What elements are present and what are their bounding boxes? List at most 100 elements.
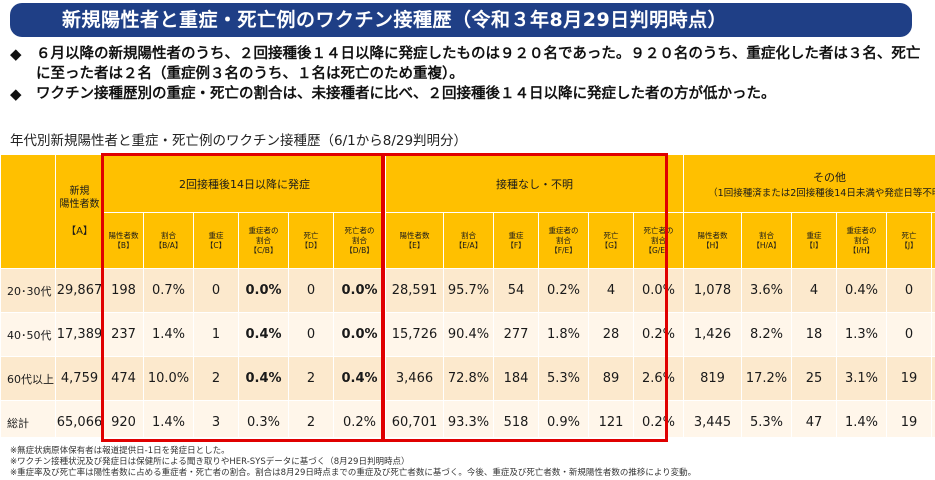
subheader-text: 【E】 <box>404 240 425 250</box>
table-cell: 3.6% <box>741 268 792 313</box>
subheader-text: 割合 <box>556 235 571 245</box>
subheader-text: 割合 <box>461 230 476 240</box>
subheader-g3-3: 重症者の 割合 【I/H】 <box>836 212 887 269</box>
table-cell: 0.0% <box>930 268 935 313</box>
row-label: 40･50代 <box>0 312 56 357</box>
summary-bullet: ◆ ワクチン接種歴別の重症・死亡の割合は、未接種者に比べ、２回接種後１４日以降に… <box>10 84 930 104</box>
table-cell: 28 <box>588 312 634 357</box>
table-cell: 4 <box>588 268 634 313</box>
subheader-text: 【G】 <box>600 240 622 250</box>
table-subtitle: 年代別新規陽性者と重症・死亡例のワクチン接種歴（6/1から8/29判明分） <box>10 133 468 149</box>
table-cell: 3 <box>193 400 239 437</box>
table-cell: 29,867 <box>55 268 104 313</box>
table-cell: 2.6% <box>633 356 684 401</box>
subheader-text: 陽性者数 <box>108 230 139 240</box>
table-cell: 0.4% <box>238 312 289 357</box>
subheader-text: 重症 <box>208 230 224 240</box>
table-cell: 15,726 <box>385 312 444 357</box>
subheader-g3-1: 割合 【H/A】 <box>741 212 792 269</box>
table-cell: 72.8% <box>443 356 494 401</box>
subheader-text: 【I】 <box>805 240 823 250</box>
subheader-g2-2: 重症 【F】 <box>493 212 539 269</box>
subheader-text: 死亡 <box>901 230 917 240</box>
subheader-text: 重症者の <box>248 225 279 235</box>
subheader-text: 死亡 <box>303 230 319 240</box>
table-cell: 54 <box>493 268 539 313</box>
subheader-g2-3: 重症者の 割合 【F/E】 <box>538 212 589 269</box>
subheader-text: 【B】 <box>113 240 134 250</box>
table-row: 20･30代 29,867 198 0.7% 0 0.0% 0 0.0% 28,591 95.7%… <box>0 268 935 313</box>
subheader-text: 割合 <box>854 235 869 245</box>
table-cell: 819 <box>683 356 742 401</box>
subheader-text: 陽性者数 <box>697 230 728 240</box>
subheader-text: 【H/A】 <box>752 240 781 250</box>
table-cell: 0 <box>886 312 932 357</box>
table-cell: 474 <box>103 356 144 401</box>
table-cell: 1.4% <box>143 312 194 357</box>
table-cell: 2 <box>288 400 334 437</box>
table-row: 総計 65,066 920 1.4% 3 0.3% 2 0.2% 60,701 93.3% 518 0… <box>0 400 935 437</box>
row-label: 総計 <box>0 400 56 437</box>
table-cell: 19 <box>886 400 932 437</box>
table-cell: 184 <box>493 356 539 401</box>
table-cell: 25 <box>791 356 837 401</box>
table-cell: 90.4% <box>443 312 494 357</box>
subheader-text: 【C】 <box>205 240 227 250</box>
table-cell: 5.3% <box>538 356 589 401</box>
header-new-positive-code: 【A】 <box>66 226 93 237</box>
header-group-unvaccinated: 接種なし・不明 <box>385 154 684 213</box>
subheader-g1-3: 重症者の 割合 【C/B】 <box>238 212 289 269</box>
table-cell: 3.1% <box>836 356 887 401</box>
table-cell: 93.3% <box>443 400 494 437</box>
table-cell: 0.2% <box>333 400 386 437</box>
diamond-bullet-icon: ◆ <box>10 45 22 63</box>
subheader-g3-0: 陽性者数 【H】 <box>683 212 742 269</box>
table-cell: 0.2% <box>633 400 684 437</box>
table-cell: 121 <box>588 400 634 437</box>
table-cell: 0.0% <box>633 268 684 313</box>
header-group-two-doses: 2回接種後14日以降に発症 <box>103 154 386 213</box>
diamond-bullet-icon: ◆ <box>10 85 22 103</box>
subheader-text: 重症者の <box>846 225 877 235</box>
header-new-positive-line2: 陽性者数 <box>59 199 100 210</box>
table-cell: 0.0% <box>333 268 386 313</box>
table-cell: 95.7% <box>443 268 494 313</box>
subheader-g3-2: 重症 【I】 <box>791 212 837 269</box>
subheader-text: 陽性者数 <box>399 230 430 240</box>
table-cell: 18 <box>791 312 837 357</box>
table-cell: 0 <box>193 268 239 313</box>
table-cell: 47 <box>791 400 837 437</box>
footnote: ※重症率及び死亡率は陽性者数に占める重症者・死亡者の割合。割合は8月29日時点ま… <box>10 468 697 478</box>
header-corner <box>0 154 56 269</box>
footnote: ※無症状病原体保有者は報道提供日-1日を発症日とした。 <box>10 446 230 456</box>
table-row: 40･50代 17,389 237 1.4% 1 0.4% 0 0.0% 15,726 90.4%… <box>0 312 935 357</box>
subheader-text: 【E/A】 <box>454 240 483 250</box>
subheader-text: 【I/H】 <box>848 245 875 255</box>
subheader-text: 【D】 <box>300 240 322 250</box>
subheader-g1-4: 死亡 【D】 <box>288 212 334 269</box>
table-cell: 60,701 <box>385 400 444 437</box>
table-cell: 1.4% <box>836 400 887 437</box>
subheader-g2-1: 割合 【E/A】 <box>443 212 494 269</box>
footnotes: ※無症状病原体保有者は報道提供日-1日を発症日とした。 ※ワクチン接種状況及び発… <box>10 446 696 479</box>
table-cell: 0.0% <box>333 312 386 357</box>
row-label: 60代以上 <box>0 356 56 401</box>
summary-bullet: ◆ ６月以降の新規陽性者のうち、２回接種後１４日以降に発症したものは９２０名であ… <box>10 44 930 84</box>
subheader-text: 割合 <box>161 230 176 240</box>
subheader-text: 重症 <box>508 230 524 240</box>
vaccination-table: 新規 陽性者数 【A】 2回接種後14日以降に発症 接種なし・不明 その他 （1… <box>0 154 935 437</box>
header-new-positive-line1: 新規 <box>69 186 90 197</box>
table-cell: 0.0% <box>238 268 289 313</box>
subheader-text: 割合 <box>256 235 271 245</box>
subheader-text: 死亡者の <box>344 225 375 235</box>
table-cell: 17.2% <box>741 356 792 401</box>
table-cell: 0.2% <box>633 312 684 357</box>
table-cell: 8.2% <box>741 312 792 357</box>
table-cell: 1.4% <box>143 400 194 437</box>
table-cell: 1.3% <box>836 312 887 357</box>
table-cell: 2.3% <box>930 356 935 401</box>
subheader-g1-5: 死亡者の 割合 【D/B】 <box>333 212 386 269</box>
table-cell: 0 <box>288 312 334 357</box>
table-cell: 28,591 <box>385 268 444 313</box>
header-group-other: その他 （1回接種済または2回接種後14日未満や発症日等不明） <box>682 154 935 213</box>
